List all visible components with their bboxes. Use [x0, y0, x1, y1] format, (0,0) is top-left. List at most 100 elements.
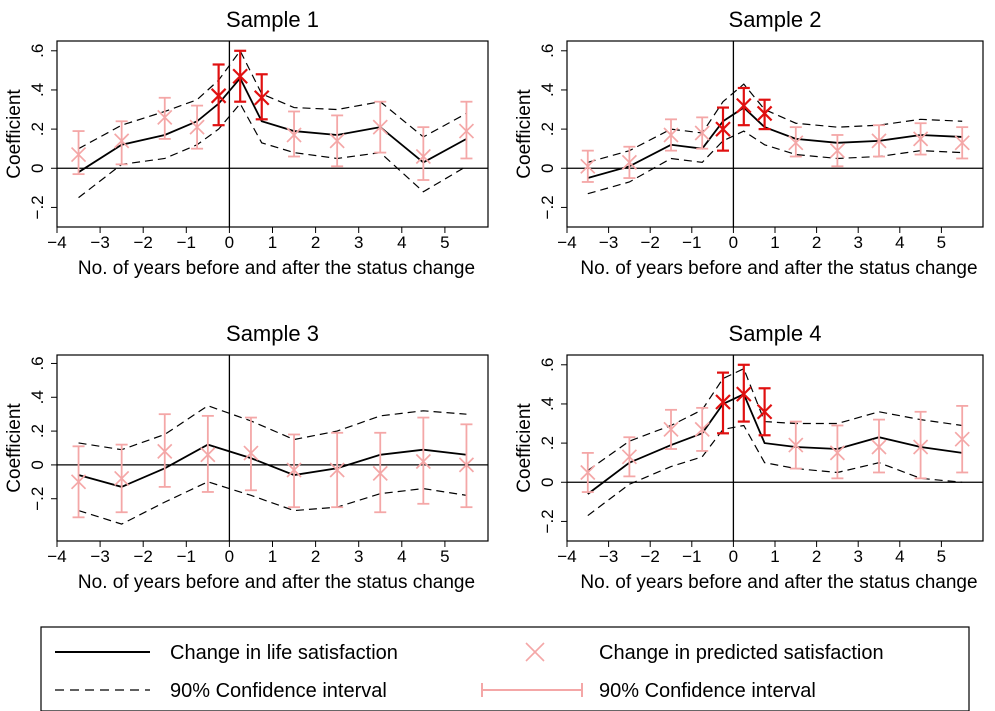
predicted-marker [458, 123, 475, 139]
predicted-marker-stroke [788, 437, 804, 453]
predicted-marker-stroke [736, 97, 752, 114]
x-tick-label: 2 [812, 233, 821, 252]
x-tick-label: 1 [770, 547, 779, 566]
life-satisfaction-line [587, 106, 963, 179]
y-tick-label: .6 [28, 356, 47, 370]
predicted-marker-stroke [286, 127, 302, 143]
predicted-marker-stroke [756, 404, 773, 420]
chart-title: Sample 4 [729, 321, 822, 346]
predicted-marker-stroke [243, 445, 259, 461]
ci-lower-dashed-line [78, 481, 467, 525]
predicted-marker-stroke [415, 148, 431, 165]
predicted-marker [114, 133, 130, 149]
predicted-marker-stroke [756, 105, 773, 122]
y-tick-label: .4 [538, 397, 557, 411]
predicted-marker-stroke [694, 421, 710, 438]
x-tick-label: 3 [853, 547, 862, 566]
ci-lower-dashed-line [78, 102, 467, 199]
predicted-marker [286, 127, 302, 143]
x-tick-label: 4 [895, 233, 904, 252]
predicted-marker [756, 105, 773, 122]
predicted-marker [70, 146, 87, 163]
predicted-marker [210, 88, 227, 104]
y-tick-label: 0 [538, 478, 557, 487]
predicted-marker [736, 97, 752, 114]
predicted-marker [715, 121, 731, 137]
chart-title: Sample 1 [226, 7, 319, 32]
predicted-marker [871, 439, 887, 455]
predicted-marker [694, 421, 710, 438]
predicted-marker [580, 464, 596, 481]
predicted-marker-stroke [663, 421, 679, 438]
predicted-marker [788, 437, 804, 453]
predicted-marker [663, 127, 679, 143]
y-tick-label: .6 [538, 358, 557, 372]
predicted-marker-stroke [157, 109, 173, 125]
x-tick-label: 5 [937, 233, 946, 252]
y-tick-label: −.2 [538, 195, 557, 219]
predicted-marker [415, 148, 431, 165]
legend: Change in life satisfaction Change in pr… [40, 626, 970, 711]
x-tick-label: 1 [268, 233, 277, 252]
x-tick-label: −4 [557, 547, 576, 566]
x-tick-label: −1 [177, 547, 196, 566]
predicted-marker-stroke [415, 453, 431, 470]
life-satisfaction-line [587, 392, 963, 495]
predicted-marker-stroke [329, 133, 345, 149]
predicted-marker-stroke [580, 158, 596, 174]
x-tick-label: 0 [729, 547, 738, 566]
predicted-marker-stroke [329, 462, 345, 478]
x-tick-label: 5 [937, 547, 946, 566]
predicted-marker-stroke [621, 449, 638, 465]
predicted-marker [912, 439, 929, 455]
y-axis-label: Coefficient [4, 403, 25, 493]
panel-sample-1: Sample 1 −4 −3 −2 −1 0 1 2 3 4 5 −.2 0 .2 .4 .6 No. of y… [4, 7, 489, 279]
chart-title: Sample 2 [729, 7, 822, 32]
x-tick-label: 2 [311, 233, 320, 252]
ci-lower-dashed-line [587, 130, 963, 195]
predicted-marker-stroke [736, 386, 752, 402]
y-axis-label: Coefficient [514, 89, 535, 179]
y-axis-label: Coefficient [4, 89, 25, 179]
predicted-marker [954, 135, 970, 151]
y-tick-label: .4 [28, 390, 47, 404]
predicted-marker-stroke [210, 88, 227, 104]
predicted-marker-stroke [954, 431, 970, 447]
predicted-marker-stroke [70, 146, 87, 163]
x-tick-label: 3 [354, 233, 363, 252]
predicted-marker-stroke [788, 135, 804, 151]
predicted-marker-stroke [621, 154, 638, 170]
predicted-marker-stroke [871, 439, 887, 455]
chart-title: Sample 3 [226, 321, 319, 346]
predicted-marker-stroke [253, 90, 270, 106]
predicted-marker-stroke [157, 443, 173, 459]
predicted-marker [458, 457, 475, 473]
predicted-marker [372, 119, 388, 135]
ci-upper-dashed-line [78, 49, 467, 150]
predicted-marker-stroke [70, 474, 87, 490]
legend-cross-key [525, 642, 545, 662]
x-tick-label: 3 [853, 233, 862, 252]
x-tick-label: 1 [770, 233, 779, 252]
x-tick-label: 3 [354, 547, 363, 566]
y-tick-label: .2 [28, 122, 47, 136]
y-tick-label: .2 [538, 436, 557, 450]
legend-item-predicted-satisfaction: Change in predicted satisfaction [599, 642, 884, 664]
predicted-marker [829, 445, 846, 461]
x-tick-label: −2 [134, 547, 153, 566]
x-tick-label: −3 [90, 233, 109, 252]
panel-sample-4: Sample 4 −4 −3 −2 −1 0 1 2 3 4 5 −.2 0 .2 .4 .6 No. of y… [514, 321, 984, 593]
panel-sample-2: Sample 2 −4 −3 −2 −1 0 1 2 3 4 5 −.2 0 .2 .4 .6 No. of y… [514, 7, 984, 279]
x-tick-label: 4 [397, 233, 406, 252]
predicted-marker-stroke [372, 465, 388, 481]
life-satisfaction-line [78, 76, 467, 173]
predicted-marker [580, 158, 596, 174]
predicted-marker-stroke [694, 125, 710, 141]
legend-item-ci-dashed: 90% Confidence interval [170, 680, 387, 702]
y-tick-label: .4 [28, 83, 47, 97]
predicted-marker [232, 68, 248, 85]
predicted-marker-stroke [912, 131, 929, 147]
predicted-marker-stroke [200, 447, 216, 463]
ci-upper-dashed-line [78, 405, 467, 451]
